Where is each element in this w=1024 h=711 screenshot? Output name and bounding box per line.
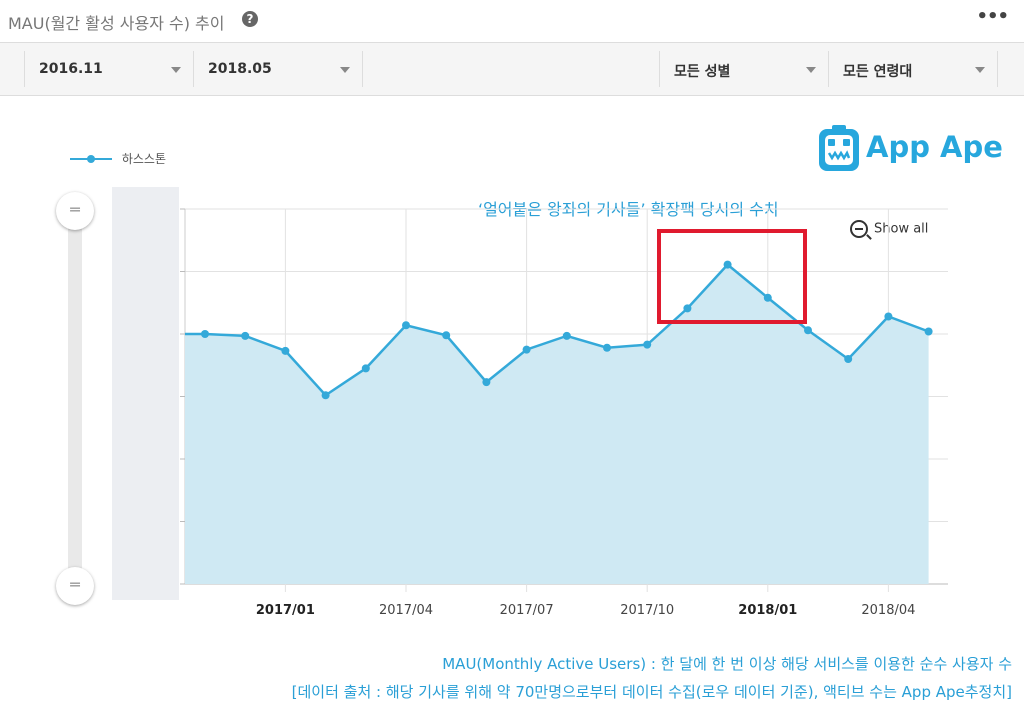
x-tick-label: 2017/01	[256, 603, 315, 618]
data-point-2017-10[interactable]	[643, 340, 652, 349]
data-point-2016-11[interactable]	[201, 330, 209, 338]
more-dots-icon[interactable]: •••	[976, 6, 1009, 27]
x-tick-label: 2018/01	[738, 603, 797, 618]
highlight-box	[657, 229, 807, 324]
show-all-label: Show all	[874, 221, 929, 237]
data-point-2017-03[interactable]	[361, 364, 370, 373]
chevron-down-icon	[975, 67, 985, 73]
filter-divider	[362, 51, 364, 87]
age-select[interactable]: 모든 연령대	[828, 51, 998, 87]
chart-legend[interactable]: 하스스톤	[70, 150, 166, 167]
slider-bottom-handle[interactable]: ═	[56, 567, 94, 605]
data-point-2018-01[interactable]	[763, 293, 772, 302]
chart-header: MAU(월간 활성 사용자 수) 추이 ? •••	[0, 0, 1024, 43]
chevron-down-icon	[171, 67, 181, 73]
data-point-2018-04[interactable]	[884, 312, 893, 321]
age-value: 모든 연령대	[843, 64, 913, 80]
slider-top-handle[interactable]: ═	[56, 192, 94, 230]
end-date-select[interactable]: 2018.05	[193, 51, 362, 87]
show-all-button[interactable]: Show all	[850, 220, 928, 238]
filter-bar: 2016.11 2018.05 모든 성별 모든 연령대	[0, 43, 1024, 96]
data-point-2017-01[interactable]	[281, 346, 290, 355]
start-date-value: 2016.11	[39, 61, 103, 77]
end-date-value: 2018.05	[208, 61, 272, 77]
data-point-2017-12[interactable]	[723, 260, 732, 269]
series-points	[201, 260, 933, 400]
note-line-1: MAU(Monthly Active Users) : 한 달에 한 번 이상 …	[442, 655, 1012, 673]
data-point-2017-04[interactable]	[402, 321, 410, 330]
legend-line-marker	[70, 154, 112, 163]
data-point-2017-06[interactable]	[482, 378, 491, 387]
data-point-2017-11[interactable]	[683, 304, 692, 313]
data-point-2018-02[interactable]	[804, 326, 812, 335]
app-ape-logo-icon	[819, 125, 859, 171]
chart-title: MAU(월간 활성 사용자 수) 추이	[8, 14, 225, 33]
x-tick-label: 2018/04	[861, 603, 915, 618]
question-circle-icon[interactable]: ?	[242, 11, 258, 27]
legend-series-name: 하스스톤	[121, 152, 166, 166]
data-point-2017-07[interactable]	[522, 345, 531, 354]
series-line	[185, 262, 930, 397]
data-point-2017-09[interactable]	[603, 343, 611, 352]
chevron-down-icon	[340, 67, 350, 73]
x-tick-label: 2017/04	[379, 603, 433, 618]
chart-notes: MAU(Monthly Active Users) : 한 달에 한 번 이상 …	[292, 650, 1012, 706]
data-point-2017-05[interactable]	[442, 331, 451, 340]
vertical-range-slider[interactable]	[68, 205, 82, 590]
navigator-panel	[112, 187, 179, 600]
note-line-2: [데이터 출처 : 해당 기사를 위해 약 70만명으로부터 데이터 수집(로우…	[291, 683, 1012, 701]
series-area-fill	[185, 264, 929, 584]
data-point-2017-02[interactable]	[321, 391, 330, 400]
gender-select[interactable]: 모든 성별	[659, 51, 828, 87]
zoom-out-icon	[850, 220, 868, 238]
data-point-2018-03[interactable]	[844, 355, 853, 363]
x-tick-label: 2017/07	[500, 603, 554, 618]
logo-text: App Ape	[866, 130, 1003, 164]
x-tick-label: 2017/10	[620, 603, 674, 618]
chevron-down-icon	[806, 67, 816, 73]
x-axis-ticks: 2017/01 2017/04 2017/07 2017/10 2018/01 2018/…	[256, 603, 916, 618]
start-date-select[interactable]: 2016.11	[24, 51, 193, 87]
data-point-2016-12[interactable]	[241, 331, 250, 340]
data-point-2017-08[interactable]	[562, 331, 571, 340]
data-point-2018-05[interactable]	[924, 327, 933, 336]
gender-value: 모든 성별	[674, 64, 731, 80]
